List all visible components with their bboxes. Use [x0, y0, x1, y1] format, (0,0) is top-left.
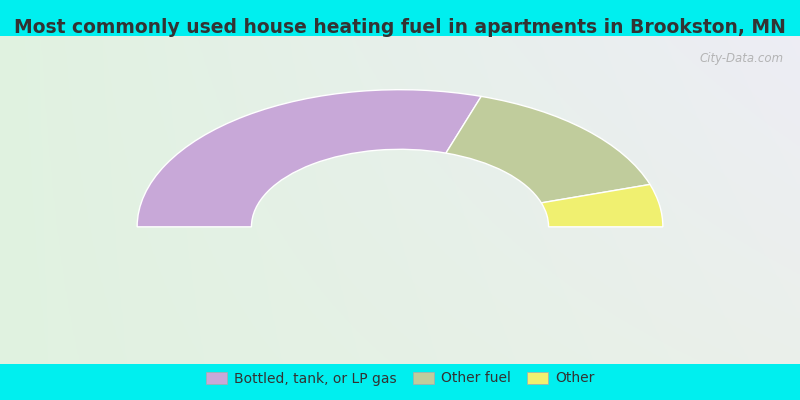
Text: City-Data.com: City-Data.com [700, 52, 784, 66]
Text: Most commonly used house heating fuel in apartments in Brookston, MN: Most commonly used house heating fuel in… [14, 18, 786, 37]
Wedge shape [446, 96, 650, 203]
Wedge shape [542, 184, 663, 227]
Wedge shape [137, 90, 482, 227]
Legend: Bottled, tank, or LP gas, Other fuel, Other: Bottled, tank, or LP gas, Other fuel, Ot… [200, 366, 600, 391]
